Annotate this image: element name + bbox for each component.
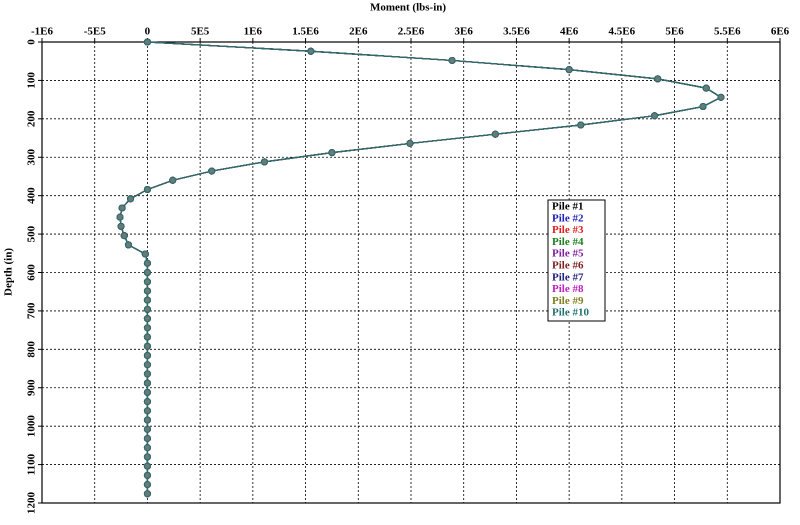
legend-entry: Pile #3 — [552, 224, 584, 236]
data-point — [651, 112, 659, 120]
y-tick-label: 800 — [26, 341, 38, 358]
data-point — [143, 416, 151, 424]
x-tick-label: 1.5E6 — [292, 26, 319, 38]
data-point — [143, 287, 151, 295]
data-point — [702, 84, 710, 92]
data-point — [565, 66, 573, 74]
data-point — [120, 232, 128, 240]
x-tick-label: 3.5E6 — [503, 26, 530, 38]
legend-entry: Pile #5 — [552, 248, 584, 260]
data-point — [143, 351, 151, 359]
data-point — [143, 38, 151, 46]
data-point — [116, 213, 124, 221]
x-tick-label: -1E6 — [31, 26, 54, 38]
x-tick-label: 5E5 — [191, 26, 210, 38]
x-tick-label: 2E6 — [349, 26, 368, 38]
legend-entry: Pile #2 — [552, 212, 584, 224]
data-point — [143, 407, 151, 415]
data-point — [328, 149, 336, 157]
legend-box — [547, 199, 606, 322]
y-tick-label: 0 — [26, 39, 38, 45]
data-point — [208, 167, 216, 175]
data-point — [143, 388, 151, 396]
data-point — [143, 379, 151, 387]
data-point — [143, 278, 151, 286]
data-point — [143, 425, 151, 433]
data-point — [143, 434, 151, 442]
legend-entry: Pile #10 — [552, 307, 589, 319]
data-point — [117, 222, 125, 230]
data-point — [143, 453, 151, 461]
data-point — [143, 186, 151, 194]
legend-entry: Pile #6 — [552, 260, 584, 272]
data-point — [169, 176, 177, 184]
data-point — [143, 333, 151, 341]
data-point — [143, 361, 151, 369]
x-tick-label: 5E6 — [665, 26, 684, 38]
data-point — [143, 315, 151, 323]
data-point — [143, 471, 151, 479]
data-point — [143, 324, 151, 332]
data-point — [143, 490, 151, 498]
data-point — [406, 139, 414, 147]
data-point — [717, 93, 725, 101]
x-tick-label: 4E6 — [560, 26, 579, 38]
legend-entry: Pile #9 — [552, 295, 584, 307]
y-tick-label: 200 — [26, 110, 38, 127]
data-point — [143, 481, 151, 489]
y-tick-label: 1200 — [26, 492, 38, 515]
x-tick-label: -5E5 — [84, 26, 107, 38]
x-tick-label: 1E6 — [244, 26, 263, 38]
data-point — [448, 56, 456, 64]
y-tick-label: 900 — [26, 379, 38, 396]
data-point — [143, 305, 151, 313]
data-point — [143, 269, 151, 276]
x-tick-label: 3E6 — [455, 26, 474, 38]
data-point — [143, 462, 151, 470]
data-point — [491, 130, 499, 138]
data-point — [307, 47, 315, 55]
y-tick-label: 500 — [26, 225, 38, 242]
data-point — [141, 250, 149, 258]
data-point — [143, 398, 151, 406]
data-point — [127, 195, 135, 203]
y-tick-label: 700 — [26, 302, 38, 319]
y-axis-label: Depth (in) — [3, 248, 15, 296]
data-point — [124, 241, 132, 249]
data-point — [143, 259, 151, 267]
y-tick-label: 300 — [26, 149, 38, 166]
y-tick-label: 600 — [26, 264, 38, 281]
data-point — [654, 75, 662, 83]
data-point — [577, 121, 585, 129]
chart-title: Moment (lbs-in) — [370, 2, 446, 14]
plot-border — [41, 41, 781, 504]
y-tick-label: 1100 — [26, 453, 38, 475]
data-point — [143, 370, 151, 378]
data-point — [699, 103, 707, 111]
data-point — [143, 444, 151, 452]
legend-entry: Pile #7 — [552, 271, 584, 283]
legend-entry: Pile #4 — [552, 236, 584, 248]
x-tick-label: 0 — [145, 26, 151, 38]
data-point — [143, 296, 151, 304]
y-tick-label: 100 — [26, 72, 38, 89]
x-tick-label: 5.5E6 — [714, 26, 741, 38]
legend-entry: Pile #8 — [552, 283, 584, 295]
x-tick-label: 6E6 — [771, 26, 790, 38]
x-tick-label: 4.5E6 — [609, 26, 636, 38]
x-tick-label: 2.5E6 — [398, 26, 425, 38]
y-tick-label: 400 — [26, 187, 38, 204]
data-point — [260, 158, 268, 166]
y-tick-label: 1000 — [26, 415, 38, 438]
legend-entry: Pile #1 — [552, 201, 583, 213]
data-point — [118, 204, 126, 212]
data-point — [143, 342, 151, 350]
